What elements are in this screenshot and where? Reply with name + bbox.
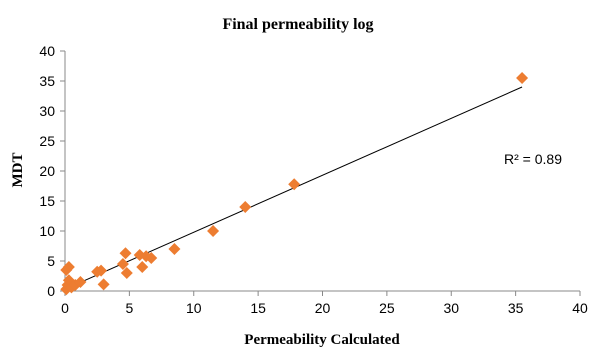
axes: 0 5 10 15 20 25 30 35 40 0 5 10 15 20 25 30 35 40	[39, 43, 588, 316]
y-tick-label: 30	[39, 103, 55, 119]
data-point	[239, 201, 252, 213]
chart-title: Final permeability log	[222, 16, 373, 33]
x-tick-label: 35	[508, 300, 524, 316]
x-tick-label: 5	[125, 300, 133, 316]
data-point	[145, 252, 158, 264]
y-tick-label: 10	[39, 223, 55, 239]
x-tick-label: 10	[186, 300, 202, 316]
x-tick-label: 25	[379, 300, 395, 316]
y-tick-label: 40	[39, 43, 55, 59]
r-squared-label: R² = 0.89	[504, 151, 562, 167]
data-point	[516, 72, 529, 84]
points-layer	[60, 72, 529, 296]
data-point	[168, 243, 181, 255]
data-point	[120, 267, 133, 279]
y-tick-label: 25	[39, 133, 55, 149]
data-point	[136, 261, 149, 273]
y-axis-title: MDT	[10, 153, 26, 188]
data-point	[62, 261, 75, 273]
data-point	[95, 264, 108, 277]
x-tick-label: 0	[61, 300, 69, 316]
data-point	[74, 276, 87, 288]
x-axis-title: Permeability Calculated	[244, 332, 400, 347]
data-point	[116, 258, 129, 270]
data-point	[288, 178, 301, 191]
y-tick-label: 5	[47, 253, 55, 269]
data-point	[97, 278, 110, 291]
data-point	[207, 225, 220, 237]
y-tick-label: 20	[39, 163, 55, 179]
y-tick-label: 0	[47, 283, 55, 299]
x-tick-label: 40	[572, 300, 588, 316]
x-tick-label: 15	[250, 300, 266, 316]
y-tick-label: 15	[39, 193, 55, 209]
y-tick-label: 35	[39, 73, 55, 89]
x-tick-label: 20	[315, 300, 331, 316]
plot-area: 0 5 10 15 20 25 30 35 40 0 5 10 15 20 25 30 35 40	[39, 43, 588, 316]
x-tick-label: 30	[443, 300, 459, 316]
data-point	[119, 247, 132, 260]
